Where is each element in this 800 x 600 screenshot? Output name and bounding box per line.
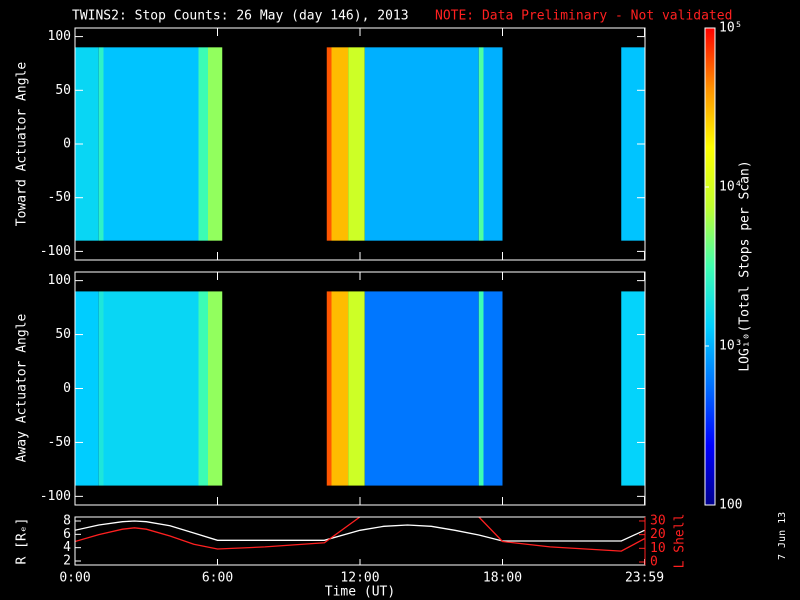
y-tick-label: 100 <box>48 29 71 44</box>
y-tick-label: 4 <box>63 540 71 555</box>
heatmap-cell <box>198 47 208 241</box>
x-tick-label: 23:59 <box>625 571 664 586</box>
y-tick-label: 8 <box>63 514 71 529</box>
line-series <box>75 517 645 552</box>
heatmap-cell <box>98 291 104 486</box>
heatmap-cell <box>348 47 365 241</box>
heatmap-cell <box>326 47 332 241</box>
x-tick-label: 6:00 <box>202 571 233 586</box>
colorbar-tick-label: 10³ <box>719 339 742 354</box>
x-tick-label: 12:00 <box>340 571 379 586</box>
y2-tick-label: 20 <box>650 527 666 542</box>
y-axis-label: R [Rₑ] <box>15 518 30 565</box>
heatmap-cell <box>103 47 199 241</box>
y2-tick-label: 0 <box>650 554 658 569</box>
heatmap-cell <box>208 47 223 241</box>
heatmap-cell <box>103 291 199 486</box>
y-axis-label: Away Actuator Angle <box>15 313 30 462</box>
y2-tick-label: 10 <box>650 541 666 556</box>
colorbar <box>704 27 716 506</box>
date-stamp: 7 Jun 13 <box>777 512 788 560</box>
y-axis-label: Toward Actuator Angle <box>15 62 30 227</box>
y-tick-label: -50 <box>48 435 71 450</box>
colorbar-label: LOG₁₀(Total Stops per Scan) <box>738 160 753 371</box>
line-series <box>75 520 645 542</box>
heatmap-cell <box>364 291 479 486</box>
colorbar-tick-label: 10⁵ <box>719 21 742 36</box>
colorbar-tick-label: 10⁴ <box>719 180 742 195</box>
heatmap-cell <box>621 47 645 241</box>
y-tick-label: -100 <box>40 244 71 259</box>
colorbar-tick-label: 100 <box>719 498 742 513</box>
heatmap-cell <box>331 291 349 486</box>
heatmap-cell <box>478 291 484 486</box>
heatmap-cell <box>75 47 99 241</box>
y-tick-label: 50 <box>55 327 71 342</box>
plot-area <box>75 517 645 552</box>
heatmap-cell <box>483 291 503 486</box>
heatmap-cell <box>483 47 503 241</box>
x-tick-label: 0:00 <box>59 571 90 586</box>
heatmap-cell <box>208 291 223 486</box>
heatmap-cell <box>98 47 104 241</box>
heatmap-cell <box>198 291 208 486</box>
y-tick-label: 6 <box>63 527 71 542</box>
y-tick-label: 0 <box>63 381 71 396</box>
heatmap-cell <box>75 291 99 486</box>
heatmap-cell <box>326 291 332 486</box>
heatmap-cell <box>478 47 484 241</box>
y-tick-label: 0 <box>63 137 71 152</box>
y-tick-label: -50 <box>48 190 71 205</box>
heatmap-cell <box>348 291 365 486</box>
y-tick-label: 50 <box>55 83 71 98</box>
plot-frame <box>74 27 646 261</box>
plot-frame <box>74 271 646 506</box>
note: NOTE: Data Preliminary - Not validated <box>435 9 732 24</box>
heatmap-cell <box>331 47 349 241</box>
y-tick-label: 100 <box>48 273 71 288</box>
x-tick-label: 18:00 <box>483 571 522 586</box>
heatmap-cell <box>621 291 645 486</box>
heatmap-cell <box>364 47 479 241</box>
y2-tick-label: 30 <box>650 513 666 528</box>
chart-title: TWINS2: Stop Counts: 26 May (day 146), 2… <box>72 9 409 24</box>
x-axis-label: Time (UT) <box>325 585 395 600</box>
y2-axis-label: L Shell <box>673 514 688 569</box>
y-tick-label: -100 <box>40 489 71 504</box>
y-tick-label: 2 <box>63 554 71 569</box>
